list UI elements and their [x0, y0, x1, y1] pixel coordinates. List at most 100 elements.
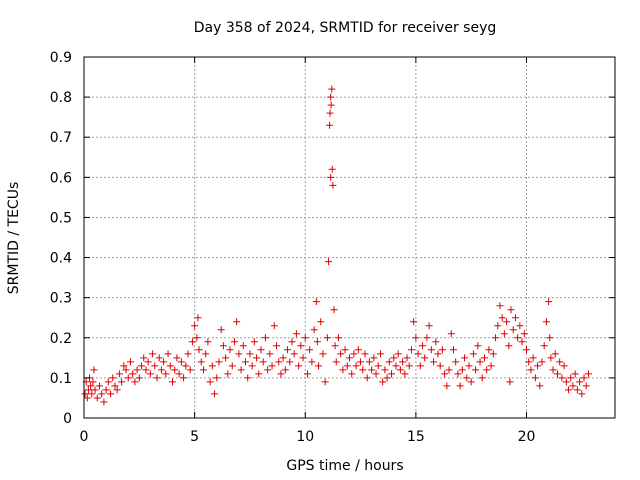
- data-point: [202, 350, 210, 358]
- data-point: [281, 366, 289, 374]
- data-point: [412, 334, 420, 342]
- data-point: [514, 334, 522, 342]
- data-point: [162, 370, 170, 378]
- data-point: [505, 342, 513, 350]
- data-point: [235, 350, 243, 358]
- data-point: [500, 330, 508, 338]
- data-point: [567, 374, 575, 382]
- data-point: [327, 93, 335, 101]
- data-point: [427, 346, 435, 354]
- data-point: [182, 362, 190, 370]
- data-point: [434, 350, 442, 358]
- data-point: [487, 362, 495, 370]
- data-point: [111, 382, 119, 390]
- data-point: [494, 322, 502, 330]
- data-point: [306, 346, 314, 354]
- data-point: [582, 382, 590, 390]
- data-point: [264, 366, 272, 374]
- data-point: [534, 362, 542, 370]
- data-point: [277, 370, 285, 378]
- data-point: [326, 109, 334, 117]
- data-point: [456, 382, 464, 390]
- data-point: [222, 354, 230, 362]
- data-point: [131, 378, 139, 386]
- y-tick-label: 0.5: [50, 210, 72, 226]
- data-point: [208, 362, 216, 370]
- data-point: [350, 350, 358, 358]
- data-point: [303, 370, 311, 378]
- data-point: [368, 366, 376, 374]
- data-point: [133, 366, 141, 374]
- data-point: [206, 378, 214, 386]
- y-tick-label: 0.1: [50, 371, 72, 387]
- data-point: [383, 374, 391, 382]
- data-point: [317, 318, 325, 326]
- data-point: [390, 354, 398, 362]
- data-point: [299, 354, 307, 362]
- data-point: [95, 382, 103, 390]
- data-point: [100, 398, 108, 406]
- data-point: [290, 350, 298, 358]
- data-point: [438, 346, 446, 354]
- data-point: [339, 366, 347, 374]
- data-point: [370, 354, 378, 362]
- data-point: [511, 314, 519, 322]
- data-point: [546, 334, 554, 342]
- data-point: [248, 362, 256, 370]
- data-point: [184, 350, 192, 358]
- data-point: [191, 322, 199, 330]
- data-point: [359, 366, 367, 374]
- data-point: [324, 258, 332, 266]
- data-point: [83, 394, 91, 402]
- data-point: [584, 370, 592, 378]
- data-point: [467, 378, 475, 386]
- data-point: [270, 322, 278, 330]
- data-point: [257, 346, 265, 354]
- plot-frame: [83, 56, 616, 419]
- data-point: [529, 354, 537, 362]
- data-point: [547, 354, 555, 362]
- grid: [84, 57, 615, 418]
- y-axis-label: SRMTID / TECUs: [6, 182, 22, 295]
- data-point: [480, 354, 488, 362]
- data-point: [177, 358, 185, 366]
- data-point: [372, 370, 380, 378]
- data-point: [107, 390, 115, 398]
- data-point: [578, 390, 586, 398]
- data-point: [297, 342, 305, 350]
- data-point: [452, 358, 460, 366]
- data-point: [98, 390, 106, 398]
- data-point: [405, 362, 413, 370]
- data-point: [507, 306, 515, 314]
- data-point: [310, 326, 318, 334]
- chart-title: Day 358 of 2024, SRMTID for receiver sey…: [194, 20, 497, 36]
- data-point: [379, 378, 387, 386]
- data-point: [388, 370, 396, 378]
- data-point: [153, 374, 161, 382]
- data-point: [330, 306, 338, 314]
- data-point: [272, 342, 280, 350]
- data-point: [228, 362, 236, 370]
- data-point: [469, 350, 477, 358]
- data-point: [104, 378, 112, 386]
- data-point: [381, 366, 389, 374]
- data-point: [242, 358, 250, 366]
- data-point: [109, 374, 117, 382]
- data-point: [255, 370, 263, 378]
- data-point: [295, 362, 303, 370]
- data-point: [461, 354, 469, 362]
- data-point: [520, 330, 528, 338]
- data-point: [237, 366, 245, 374]
- data-point: [308, 358, 316, 366]
- data-point: [527, 366, 535, 374]
- data-point: [88, 390, 96, 398]
- data-point: [93, 394, 101, 402]
- data-point: [327, 173, 335, 181]
- data-point: [506, 378, 514, 386]
- data-point: [454, 370, 462, 378]
- data-point: [430, 358, 438, 366]
- data-point: [215, 358, 223, 366]
- data-point: [531, 374, 539, 382]
- data-point: [301, 334, 309, 342]
